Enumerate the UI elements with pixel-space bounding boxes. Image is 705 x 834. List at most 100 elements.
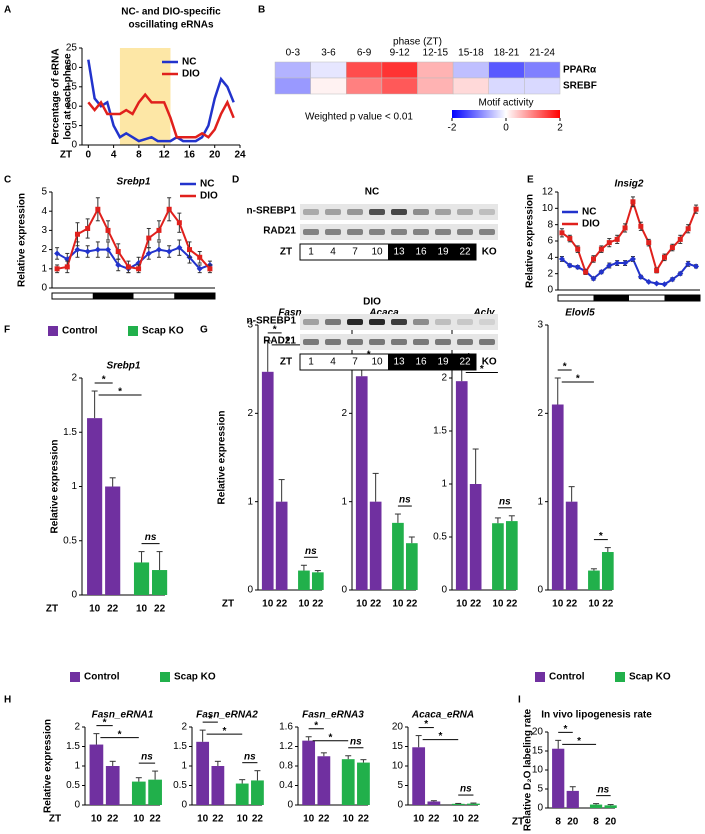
y-tick-label: 5 [41,187,47,198]
marker [646,240,652,246]
bar [235,783,249,805]
lane-label: 22 [459,247,471,258]
y-tick-label: 0 [71,140,77,151]
x-tick-label: 10 [588,599,600,610]
error-bar [314,570,321,573]
marker [187,247,193,253]
marker [95,206,101,212]
bar [148,779,162,805]
lane-label: KO [482,357,497,368]
error-bar [568,486,575,502]
y-tick-label: 4 [547,252,553,263]
lane-label: KO [482,247,497,258]
x-axis-label: ZT [49,814,61,825]
marker [136,266,142,272]
x-tick-label: 22 [602,599,614,610]
blot-row-label: n-SREBP1 [247,316,297,327]
x-tick-label: 22 [150,814,162,825]
colorbar-tick-label: 0 [503,123,509,134]
chart-title: oscillating eRNAs [128,20,213,31]
y-tick-label: 2 [71,373,77,384]
x-tick-label: 0 [86,150,92,161]
marker [669,276,676,283]
x-tick-label: 22 [566,599,578,610]
bar [469,484,482,590]
error-bar [320,752,327,757]
chart-title: Fasn_eRNA3 [302,710,364,721]
x-tick-label: 10 [262,599,274,610]
marker [115,249,121,255]
marker [155,246,162,253]
blot-band [413,339,429,345]
bar [341,759,355,805]
marker [54,250,61,257]
marker [566,262,573,269]
legend-label: Control [549,672,585,683]
y-tick-label: 0 [181,800,187,811]
x-tick-label: 8 [593,817,599,828]
bar [357,762,370,805]
significance-label: ns [145,532,157,543]
bar [89,744,104,805]
marker [84,248,91,255]
marker [558,255,565,262]
bar [131,781,146,805]
chart-title: In vivo lipogenesis rate [541,710,652,721]
x-tick-label: 20 [605,817,617,828]
error-bar [109,477,116,487]
y-axis-label: loci at each phase [63,53,74,140]
blot-axis-label: ZT [280,247,292,258]
y-tick-label: 20 [532,727,544,738]
y-tick-label: 3 [247,320,253,331]
marker [622,260,629,267]
panel-letter: D [232,175,239,186]
significance-label: * [208,714,212,725]
x-tick-label: 10 [136,604,148,615]
x-tick-label: 22 [406,599,418,610]
series-line [87,59,235,143]
significance-label: * [424,719,428,730]
blot-band [369,209,385,215]
error-bar [109,760,116,766]
y-tick-label: 0 [537,803,543,814]
series-line [56,207,211,270]
x-tick-label: 8 [555,817,561,828]
marker [638,223,644,229]
heat-cell [310,77,347,95]
chart-title: Elovl5 [565,308,595,319]
error-bar [394,513,401,523]
x-tick-label: 8 [136,150,142,161]
x-tick-label: 22 [276,599,288,610]
heat-cell [381,77,418,95]
heat-cell [488,77,525,95]
marker [614,260,621,267]
y-tick-label: 2 [247,408,253,419]
y-tick-label: 0.5 [433,532,447,543]
y-tick-label: 6 [547,236,553,247]
blot-axis-label: ZT [280,357,292,368]
x-tick-label: 22 [252,814,264,825]
error-bar [415,735,422,748]
y-tick-label: 2 [41,244,47,255]
marker [606,240,612,246]
lane-label: 19 [437,357,449,368]
zt-dark [388,244,476,260]
y-tick-label: 1.5 [66,741,80,752]
x-tick-label: 20 [209,150,221,161]
error-bar [214,760,221,766]
colorbar-label: Motif activity [478,98,533,109]
error-bar [607,804,614,806]
marker [146,235,152,241]
y-tick-label: 1.6 [279,722,293,733]
bar [467,803,480,805]
marker [653,280,660,287]
row-label: PPARα [563,65,597,76]
x-axis-label: ZT [60,150,72,161]
heat-cell [452,77,489,95]
legend-swatch [48,326,58,336]
blot-band [435,319,451,325]
y-tick-label: 10 [66,101,78,112]
lane-label: 16 [415,357,427,368]
zt-dark [388,354,476,370]
y-tick-label: 1 [181,761,187,772]
